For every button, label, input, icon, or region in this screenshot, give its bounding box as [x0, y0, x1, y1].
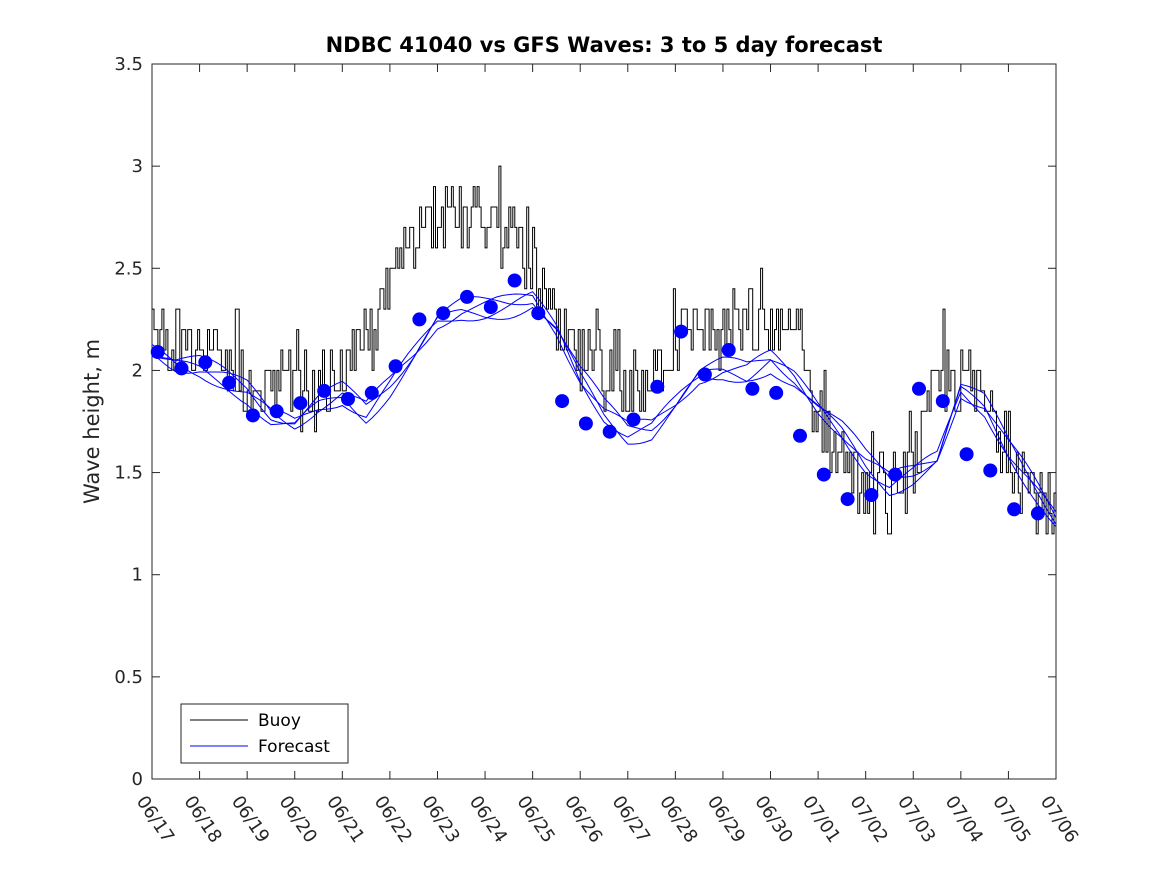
forecast-marker — [888, 467, 903, 482]
y-tick-label: 0 — [132, 769, 143, 790]
forecast-marker — [436, 306, 451, 321]
forecast-marker — [150, 345, 165, 359]
chart-title: NDBC 41040 vs GFS Waves: 3 to 5 day fore… — [326, 33, 883, 57]
y-axis-label: Wave height, m — [80, 339, 104, 504]
forecast-marker — [364, 385, 379, 400]
forecast-marker — [460, 289, 474, 304]
y-tick-label: 3.5 — [114, 54, 143, 75]
plot-area — [150, 63, 1057, 780]
buoy-series — [152, 165, 1057, 535]
y-tick-label: 3 — [132, 156, 143, 177]
forecast-marker — [602, 424, 617, 439]
forecast-marker — [1007, 502, 1022, 517]
forecast-marker — [840, 492, 855, 507]
forecast-marker — [674, 324, 689, 339]
forecast-marker — [793, 428, 807, 443]
forecast-run-line — [151, 293, 1057, 519]
forecast-marker — [959, 447, 974, 462]
legend-box — [180, 703, 349, 764]
buoy-line — [152, 165, 1057, 535]
forecast-series — [151, 291, 1057, 528]
forecast-marker — [412, 312, 427, 327]
forecast-marker — [578, 416, 593, 431]
forecast-marker — [317, 383, 332, 398]
forecast-marker — [198, 355, 213, 370]
y-tick-label: 1.5 — [114, 463, 143, 484]
forecast-marker — [745, 381, 760, 396]
forecast-marker — [483, 300, 498, 315]
y-tick-label: 2 — [132, 360, 143, 381]
forecast-marker — [174, 361, 189, 376]
forecast-marker — [983, 463, 998, 478]
forecast-marker — [1030, 506, 1045, 521]
forecast-marker — [769, 385, 784, 400]
legend-forecast-label: Forecast — [258, 737, 330, 757]
forecast-marker — [650, 379, 665, 394]
forecast-markers — [150, 273, 1045, 521]
forecast-marker — [245, 408, 260, 423]
forecast-marker — [626, 412, 641, 427]
forecast-marker — [864, 488, 879, 502]
forecast-marker — [222, 375, 237, 390]
y-tick-label: 0.5 — [114, 667, 143, 688]
y-tick-label: 2.5 — [114, 258, 143, 279]
forecast-marker — [721, 343, 736, 357]
forecast-marker — [531, 306, 546, 321]
forecast-marker — [555, 394, 570, 409]
forecast-marker — [912, 381, 926, 396]
forecast-run-line — [151, 296, 1057, 525]
y-axis: 0 0.5 1 1.5 2 2.5 3 3.5 — [114, 54, 1056, 790]
forecast-marker — [816, 467, 831, 482]
legend-buoy-label: Buoy — [258, 711, 301, 731]
forecast-marker — [697, 367, 712, 382]
forecast-marker — [269, 404, 284, 419]
forecast-marker — [341, 392, 355, 406]
forecast-marker — [507, 273, 522, 288]
y-tick-label: 1 — [132, 565, 143, 586]
forecast-marker — [935, 394, 950, 409]
forecast-marker — [388, 359, 403, 374]
forecast-marker — [293, 396, 308, 411]
legend: Buoy Forecast — [180, 703, 349, 764]
